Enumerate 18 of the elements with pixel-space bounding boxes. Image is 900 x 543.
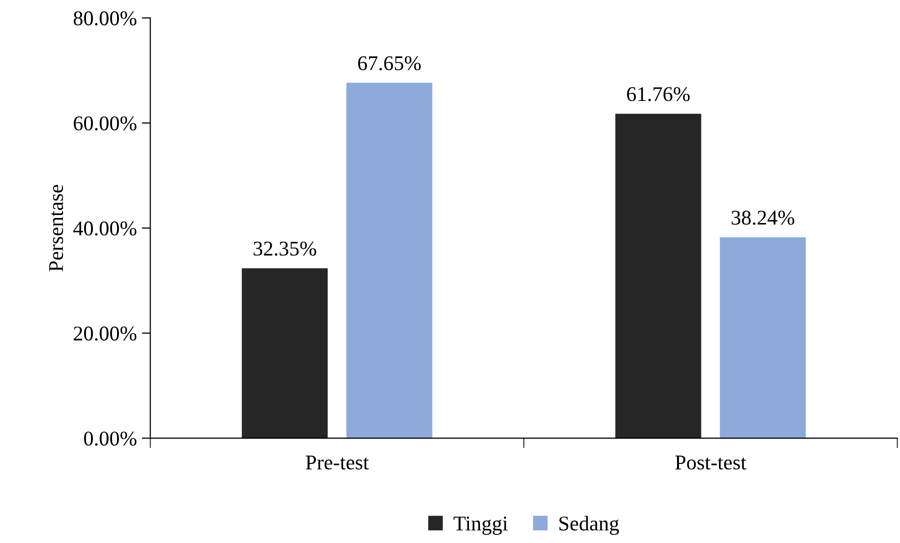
y-axis-title: Persentase xyxy=(49,184,64,272)
x-tick-label: Post-test xyxy=(675,456,746,470)
data-label: 67.65% xyxy=(358,56,421,70)
y-tick-label: 60.00% xyxy=(74,116,136,131)
data-label: 32.35% xyxy=(254,242,316,256)
data-label: 61.76% xyxy=(627,87,690,102)
legend-label: Tinggi xyxy=(454,516,508,535)
y-tick-label: 20.00% xyxy=(74,326,136,341)
bar xyxy=(615,114,702,438)
data-label: 38.24% xyxy=(732,210,794,225)
y-tick-label: 0.00% xyxy=(84,432,136,446)
x-tick-label: Pre-test xyxy=(306,456,369,470)
bar xyxy=(346,82,432,438)
y-tick-label: 80.00% xyxy=(74,11,136,26)
bar xyxy=(242,268,328,438)
bar xyxy=(720,237,806,438)
y-tick-label: 40.00% xyxy=(73,221,136,236)
legend-label: Sedang xyxy=(559,516,619,535)
